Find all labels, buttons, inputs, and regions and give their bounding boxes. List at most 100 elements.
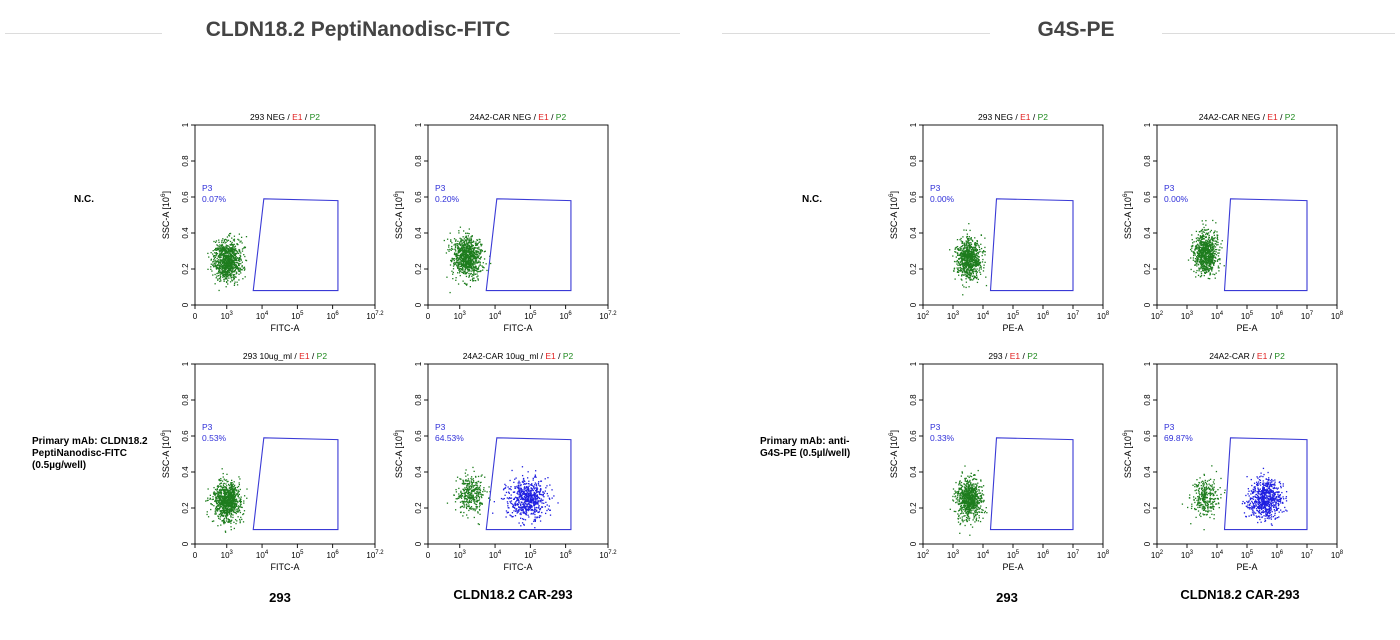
scatter-point [976, 263, 978, 265]
scatter-point [476, 254, 478, 256]
scatter-point [215, 498, 217, 500]
scatter-point [226, 273, 228, 275]
scatter-point [464, 249, 466, 251]
scatter-point [473, 263, 475, 265]
scatter-point [460, 478, 462, 480]
scatter-point [963, 274, 965, 276]
scatter-point [523, 523, 525, 526]
scatter-point [225, 506, 228, 508]
scatter-point [446, 276, 448, 278]
scatter-point [527, 486, 529, 489]
scatter-point [457, 259, 459, 261]
scatter-point [455, 253, 457, 255]
scatter-point [1198, 237, 1200, 240]
x-axis-label: FITC-A [504, 323, 533, 333]
scatter-point [215, 249, 217, 251]
x-tick-label: 104 [256, 311, 269, 321]
scatter-point [227, 256, 229, 258]
scatter-point [229, 250, 232, 252]
scatter-point [968, 250, 970, 253]
scatter-point [238, 233, 241, 235]
scatter-point [238, 258, 241, 261]
scatter-point [974, 276, 976, 278]
scatter-point [457, 267, 459, 269]
scatter-point [466, 243, 468, 246]
scatter-point [449, 291, 451, 294]
scatter-point [535, 495, 538, 497]
scatter-point [218, 508, 220, 511]
scatter-point [465, 284, 468, 286]
scatter-point [467, 497, 469, 499]
scatter-point [466, 491, 468, 494]
scatter-point [1205, 240, 1207, 242]
scatter-point [470, 259, 472, 261]
row-label-primary-pe: Primary mAb: anti- G4S-PE (0.5µl/well) [760, 436, 850, 460]
scatter-point [962, 236, 964, 238]
scatter-point [218, 267, 220, 269]
scatter-point [467, 490, 470, 492]
scatter-point [516, 497, 518, 499]
scatter-point [480, 475, 482, 477]
scatter-point [1206, 250, 1209, 253]
scatter-point [233, 246, 235, 248]
scatter-point [227, 259, 229, 261]
scatter-point [461, 248, 463, 250]
x-tick-label: 106 [1037, 311, 1050, 321]
scatter-point [459, 248, 461, 250]
scatter-point [1211, 236, 1213, 238]
scatter-point [530, 490, 533, 492]
scatter-point [225, 271, 228, 273]
scatter-point [472, 489, 474, 491]
scatter-point [231, 262, 233, 264]
scatter-point [956, 263, 958, 265]
scatter-point [481, 250, 483, 252]
scatter-point [477, 494, 479, 496]
scatter-point [977, 244, 979, 246]
scatter-point [224, 487, 226, 489]
scatter-point [463, 488, 465, 491]
scatter-point [230, 249, 233, 251]
y-tick-label: 0.2 [181, 263, 190, 275]
scatter-point [506, 497, 509, 499]
scatter-point [227, 264, 229, 266]
scatter-point [223, 246, 225, 248]
scatter-point [975, 258, 977, 260]
scatter-point [226, 513, 229, 515]
scatter-point [973, 256, 975, 258]
plot-title: 293 NEG / E1 / P2 [978, 112, 1048, 122]
scatter-point [218, 247, 221, 249]
scatter-point [545, 501, 547, 504]
scatter-point [207, 268, 209, 270]
scatter-point [227, 248, 229, 250]
scatter-point [464, 491, 466, 494]
scatter-point [965, 262, 968, 265]
scatter-point [465, 500, 468, 503]
scatter-point [220, 256, 222, 258]
y-tick-label: 0.8 [909, 155, 918, 167]
row-label-line: N.C. [74, 194, 94, 205]
scatter-point [232, 256, 234, 258]
scatter-point [965, 275, 967, 277]
scatter-point [463, 242, 466, 244]
scatter-point [224, 248, 227, 250]
scatter-point [466, 505, 468, 507]
scatter-point [227, 499, 229, 502]
scatter-point [222, 484, 225, 487]
scatter-point [474, 259, 476, 261]
scatter-point [235, 264, 237, 266]
scatter-point [233, 511, 236, 514]
scatter-point [456, 498, 458, 500]
scatter-point [232, 495, 234, 498]
scatter-point [1200, 238, 1203, 241]
scatter-point [476, 483, 478, 485]
y-tick-label: 0.4 [414, 466, 423, 478]
scatter-point [217, 275, 220, 277]
scatter-point [521, 481, 524, 483]
y-tick-label: 0.6 [181, 430, 190, 442]
scatter-point [227, 270, 229, 272]
scatter-point [219, 262, 222, 264]
scatter-point [466, 253, 468, 256]
scatter-point [967, 250, 969, 252]
scatter-point [473, 251, 476, 254]
scatter-point [488, 497, 490, 499]
